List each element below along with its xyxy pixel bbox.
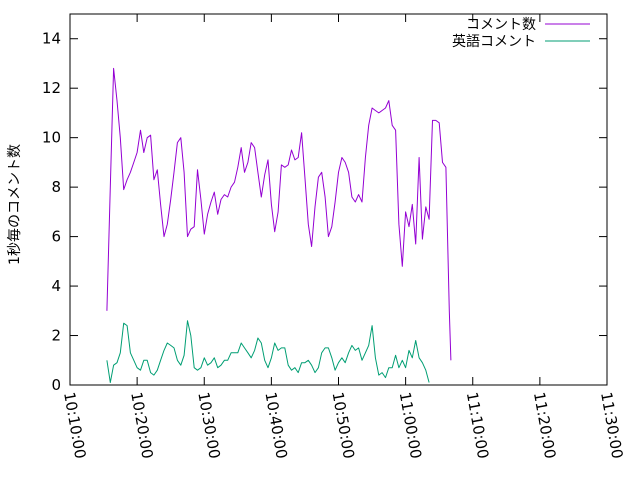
y-tick-label: 12 xyxy=(42,79,61,97)
y-axis-ticks: 0 2 4 6 8 10 12 14 xyxy=(42,30,607,394)
x-tick-label: 10:10:00 xyxy=(60,391,89,460)
x-tick-label: 11:00:00 xyxy=(396,391,425,460)
x-tick-label: 10:30:00 xyxy=(194,391,223,460)
y-tick-label: 6 xyxy=(51,228,61,246)
x-tick-label: 10:50:00 xyxy=(329,391,358,460)
series-line-0 xyxy=(106,67,452,361)
y-tick-label: 2 xyxy=(51,327,61,345)
series-line-1 xyxy=(106,320,430,383)
x-tick-label: 11:20:00 xyxy=(530,391,559,460)
y-tick-label: 8 xyxy=(51,178,61,196)
y-tick-label: 10 xyxy=(42,129,61,147)
legend-label-0: コメント数 xyxy=(466,17,536,33)
y-tick-label: 0 xyxy=(51,376,61,394)
x-axis-ticks: 10:10:00 10:20:00 10:30:00 10:40:00 10:50:00… xyxy=(60,14,626,460)
x-tick-label: 11:30:00 xyxy=(597,391,626,460)
series-layer xyxy=(106,67,452,383)
y-tick-label: 14 xyxy=(42,30,61,48)
legend-label-1: 英語コメント xyxy=(452,33,536,50)
x-tick-label: 10:20:00 xyxy=(127,391,156,460)
x-tick-label: 10:40:00 xyxy=(261,391,290,460)
y-axis-title: 1秒毎のコメント数 xyxy=(7,144,23,265)
x-tick-label: 11:10:00 xyxy=(463,391,492,460)
y-tick-label: 4 xyxy=(51,277,61,295)
plot-border xyxy=(69,13,608,386)
